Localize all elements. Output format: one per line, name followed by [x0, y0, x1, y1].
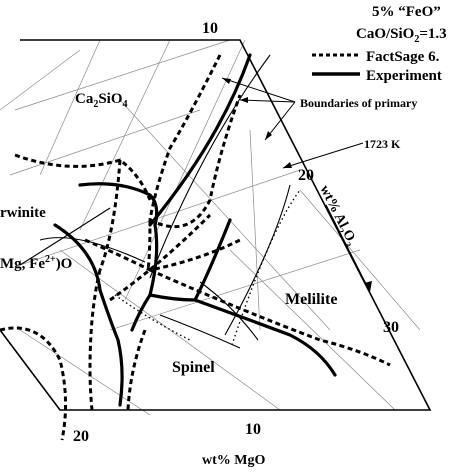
phase-ca2sio4: Ca2SiO4 — [75, 91, 128, 110]
boundaries-annotation: Boundaries of primary — [300, 96, 417, 110]
experiment-boundaries — [53, 53, 337, 407]
axis-title-al2o3: wt% Al2O3 — [315, 183, 360, 249]
dotted-curves — [114, 189, 301, 346]
triangle-border — [0, 39, 432, 411]
tick-top-10: 10 — [202, 20, 218, 37]
phase-monoxide: Mg, Fe2+)O — [0, 254, 72, 272]
tick-right-30: 30 — [383, 319, 399, 336]
tick-bottom-10: 10 — [245, 421, 261, 438]
tick-right-20: 20 — [298, 167, 314, 184]
arrowheads — [222, 78, 292, 168]
phase-spinel: Spinel — [172, 359, 215, 376]
legend-experiment-label: Experiment — [366, 68, 442, 84]
al2o3-axis-arrow — [325, 204, 372, 292]
header-ratio: CaO/SiO2=1.3 — [356, 26, 447, 45]
legend: FactSage 6. Experiment — [312, 49, 442, 84]
grid-lines — [0, 39, 421, 416]
annotation-arrows — [221, 77, 364, 169]
phase-merwinite: rwinite — [0, 205, 46, 221]
axis-title-mgo: wt% MgO — [202, 453, 265, 468]
temperature-annotation: 1723 K — [364, 137, 401, 151]
phase-melilite: Melilite — [285, 291, 337, 308]
legend-factsage-label: FactSage 6. — [366, 49, 440, 65]
factsage-boundaries — [0, 54, 391, 441]
header-line1: 5% “FeO” — [372, 4, 441, 20]
tick-bottom-20: 20 — [73, 428, 89, 445]
